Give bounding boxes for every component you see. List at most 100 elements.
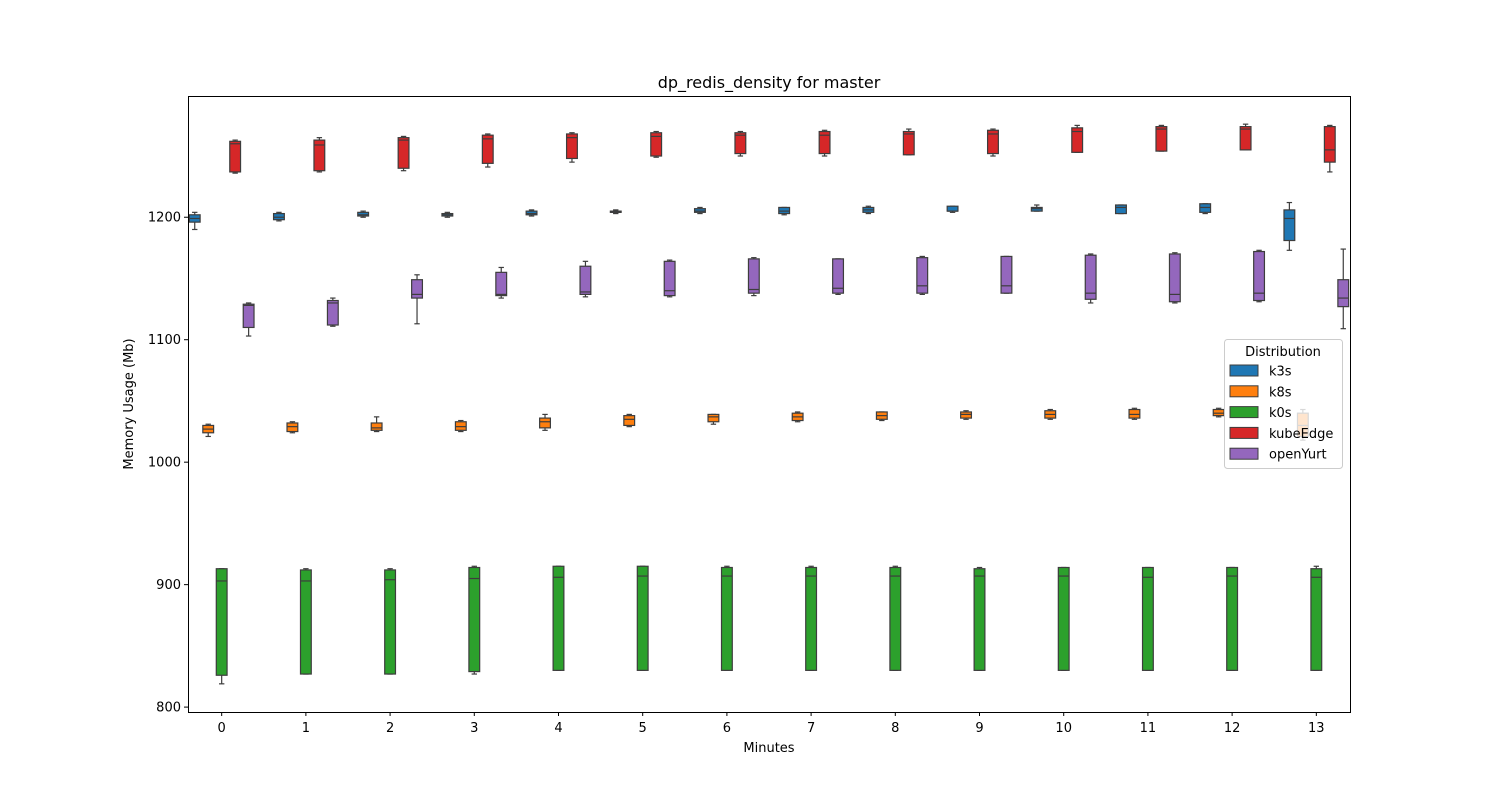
box-body (663, 260, 676, 297)
box-kubeEdge-5 (650, 130, 663, 158)
box-body (326, 299, 339, 326)
box-k0s-10 (1057, 566, 1070, 671)
box-body (946, 205, 959, 212)
box-k8s-0 (202, 423, 215, 438)
box-body (916, 257, 929, 294)
legend-swatch (1229, 406, 1259, 419)
x-tick-label: 9 (975, 721, 983, 736)
box-body (973, 568, 986, 671)
x-tick-label: 6 (723, 721, 731, 736)
box-body (1057, 566, 1070, 671)
box-kubeEdge-13 (1323, 124, 1336, 173)
y-axis-label: Memory Usage (Mb) (122, 338, 137, 469)
box-k8s-7 (791, 411, 804, 423)
box-kubeEdge-11 (1155, 124, 1168, 152)
box-kubeEdge-3 (481, 133, 494, 168)
box-body (720, 566, 733, 671)
box-body (539, 417, 552, 429)
box-body (1323, 126, 1336, 163)
box-k8s-8 (875, 411, 888, 422)
box-body (1226, 566, 1239, 671)
x-tick-label: 2 (386, 721, 394, 736)
box-body (468, 566, 481, 673)
box-openYurt-8 (916, 255, 929, 295)
legend-item-openYurt: openYurt (1229, 447, 1327, 463)
box-body (818, 130, 831, 155)
box-k8s-5 (623, 413, 636, 428)
legend-title: Distribution (1245, 345, 1321, 360)
box-openYurt-9 (1000, 255, 1013, 294)
legend: Distribution k3s k8s k0s kubeEdge openYurt (1224, 339, 1343, 469)
y-tick-label: 900 (156, 578, 181, 593)
box-k0s-0 (215, 568, 228, 685)
box-k3s-4 (525, 209, 538, 217)
box-kubeEdge-12 (1239, 123, 1252, 151)
box-openYurt-6 (747, 257, 760, 297)
box-k0s-7 (805, 565, 818, 671)
x-axis-label: Minutes (743, 741, 794, 756)
box-k8s-10 (1044, 408, 1057, 420)
box-kubeEdge-7 (818, 129, 831, 157)
box-body (384, 569, 397, 675)
legend-swatch (1229, 364, 1259, 377)
box-body (242, 303, 255, 329)
box-body (370, 422, 383, 431)
box-kubeEdge-2 (397, 135, 410, 172)
x-tick-label: 1 (302, 721, 310, 736)
box-body (1155, 126, 1168, 152)
box-openYurt-3 (495, 266, 508, 299)
box-body (286, 422, 299, 433)
box-body (960, 411, 973, 419)
box-openYurt-11 (1168, 252, 1181, 304)
x-tick-label: 5 (639, 721, 647, 736)
box-body (525, 210, 538, 216)
box-body (1084, 254, 1097, 300)
box-body (397, 137, 410, 169)
legend-label: openYurt (1269, 448, 1327, 463)
box-kubeEdge-9 (986, 128, 999, 157)
box-body (747, 258, 760, 294)
box-body (1071, 127, 1084, 153)
box-kubeEdge-4 (565, 132, 578, 163)
box-body (778, 206, 791, 215)
legend-item-k3s: k3s (1229, 364, 1292, 380)
y-tick-label: 1200 (148, 211, 181, 226)
box-openYurt-0 (242, 302, 255, 337)
box-body (1283, 209, 1296, 242)
box-k3s-12 (1199, 203, 1212, 215)
box-body (299, 569, 312, 675)
box-k3s-13 (1283, 201, 1296, 251)
box-body (411, 279, 424, 299)
box-body (693, 208, 706, 213)
x-tick-label: 0 (218, 721, 226, 736)
x-axis: 0 1 2 3 4 5 6 7 8 9 10 11 12 13 (218, 712, 1325, 736)
box-k0s-8 (889, 565, 902, 671)
box-body (986, 129, 999, 155)
chart-title: dp_redis_density for master (658, 73, 881, 93)
box-openYurt-4 (579, 260, 592, 298)
x-tick-label: 13 (1308, 721, 1325, 736)
box-k8s-1 (286, 421, 299, 434)
box-k3s-7 (778, 206, 791, 216)
box-body (454, 421, 467, 431)
box-k3s-5 (609, 209, 622, 215)
box-k3s-1 (272, 211, 285, 222)
x-tick-label: 12 (1224, 721, 1241, 736)
box-k8s-9 (960, 410, 973, 420)
box-k8s-2 (370, 416, 383, 433)
legend-swatch (1229, 447, 1259, 460)
box-body (1253, 250, 1266, 302)
box-k0s-4 (552, 565, 565, 671)
box-kubeEdge-10 (1071, 124, 1084, 153)
box-k0s-11 (1141, 566, 1154, 671)
box-body (832, 258, 845, 294)
box-k3s-8 (862, 205, 875, 215)
box-openYurt-10 (1084, 253, 1097, 304)
box-kubeEdge-1 (313, 137, 326, 173)
box-openYurt-7 (832, 258, 845, 295)
box-k0s-1 (299, 568, 312, 675)
box-k8s-4 (539, 413, 552, 431)
box-body (889, 566, 902, 671)
plot-boxes (188, 123, 1350, 685)
box-body (734, 132, 747, 155)
